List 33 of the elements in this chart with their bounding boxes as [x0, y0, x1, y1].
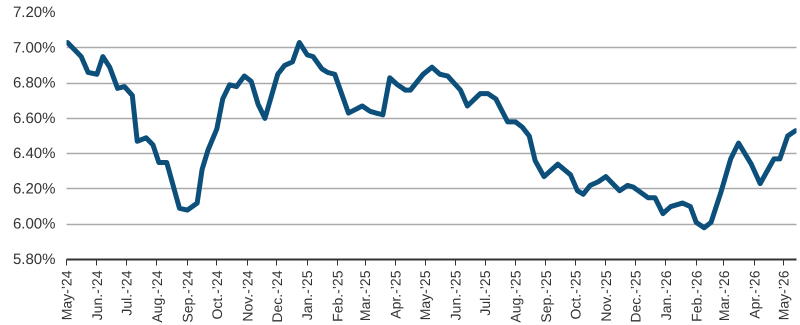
x-tick-label: Jan.-’26 [658, 270, 674, 320]
x-tick-label: Feb.-’25 [330, 270, 346, 322]
x-tick-label: May-’26 [776, 270, 792, 320]
x-tick-label: Oct.-’25 [567, 270, 584, 320]
x-tick-label: Nov.-’24 [239, 270, 256, 322]
y-tick-label: 6.20% [12, 180, 56, 198]
x-tick-label: Aug.-’25 [508, 270, 524, 323]
x-tick-label: Sep.-’25 [538, 270, 554, 323]
x-tick-label: Feb.-’26 [688, 270, 704, 322]
y-tick-label: 7.20% [12, 4, 56, 21]
y-tick-label: 6.00% [12, 216, 56, 233]
y-tick-label: 6.40% [12, 145, 56, 162]
y-tick-label: 7.00% [12, 39, 56, 56]
x-tick-label: Apr.-’26 [746, 270, 762, 319]
x-tick-label: Aug.-’24 [148, 270, 165, 323]
y-tick-label: 6.60% [12, 110, 56, 127]
x-tick-label: Jul.-’24 [118, 270, 134, 316]
x-tick-label: Jan.-’25 [299, 270, 316, 320]
x-tick-label: Mar.-’26 [716, 270, 732, 322]
x-tick-label: May-’25 [417, 270, 434, 320]
x-tick-label: Jul.-’25 [477, 270, 494, 316]
x-tick-label: Jun.-’24 [88, 270, 105, 320]
x-tick-label: Oct.-’24 [208, 270, 225, 320]
x-tick-label: Dec.-’25 [627, 270, 644, 323]
x-tick-label: Nov.-’25 [598, 270, 614, 322]
y-tick-label: 5.80% [12, 251, 56, 268]
x-tick-label: Dec.-’24 [268, 270, 285, 323]
x-tick-label: Sep.-’24 [179, 270, 196, 323]
x-tick-label: May-’24 [58, 270, 74, 320]
y-tick-label: 6.80% [12, 74, 56, 92]
x-tick-label: Jun.-’25 [448, 270, 464, 320]
x-tick-label: Apr.-’25 [388, 270, 404, 319]
x-tick-label: Mar.-’25 [357, 270, 374, 322]
